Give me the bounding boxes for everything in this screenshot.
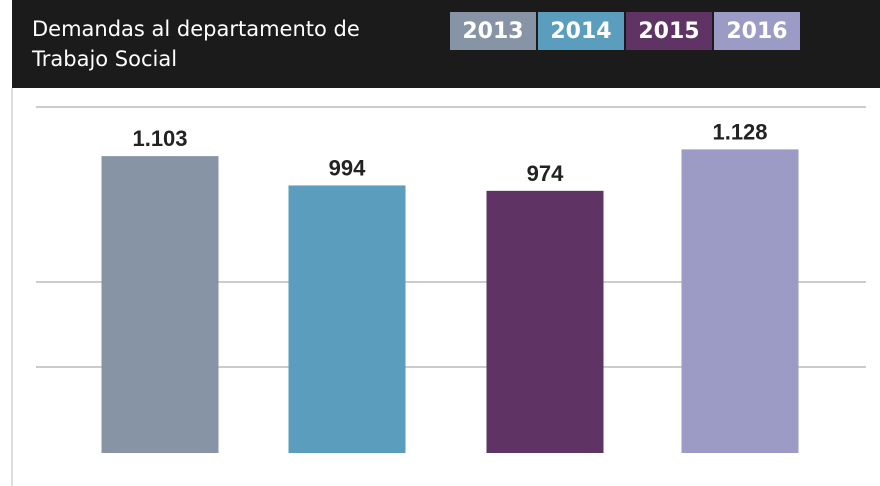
header: Demandas al departamento de Trabajo Soci… (12, 0, 880, 88)
legend-entry: 2013 (450, 12, 536, 50)
value-label: 974 (527, 161, 564, 186)
value-label: 1.103 (132, 126, 187, 151)
legend-entry: 2016 (714, 12, 800, 50)
bar (101, 156, 219, 453)
chart-title: Demandas al departamento de Trabajo Soci… (32, 17, 360, 71)
value-label: 994 (329, 155, 366, 180)
bar (486, 190, 604, 453)
value-label: 1.128 (712, 119, 767, 144)
legend-entry: 2015 (626, 12, 712, 50)
bar (288, 185, 406, 453)
legend: 2013 2014 2015 2016 (450, 12, 802, 50)
legend-entry: 2014 (538, 12, 624, 50)
bar (681, 149, 799, 453)
